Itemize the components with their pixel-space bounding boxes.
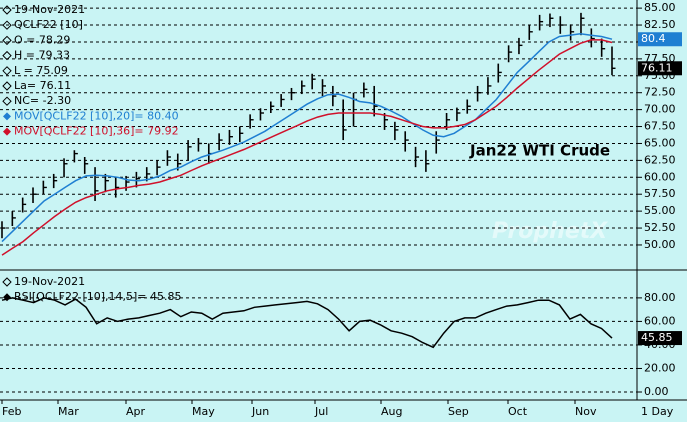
x-tick-label: Apr bbox=[126, 405, 146, 418]
x-tick-label: Jul bbox=[314, 405, 328, 418]
info-text: L = 75.09 bbox=[14, 64, 68, 77]
y-tick-label: 82.50 bbox=[644, 18, 676, 31]
legend-icon bbox=[2, 20, 12, 30]
y-tick-label: 20.00 bbox=[644, 361, 676, 374]
x-tick-label: Mar bbox=[58, 405, 79, 418]
y-tick-label: 70.00 bbox=[644, 103, 676, 116]
last-value-label: 76.11 bbox=[641, 61, 673, 74]
legend-icon bbox=[2, 66, 12, 76]
legend-label: MOV[QCLF22 [10],36]= 79.92 bbox=[14, 125, 179, 138]
legend-icon bbox=[3, 112, 11, 121]
y-tick-label: 60.00 bbox=[644, 170, 676, 183]
info-text: QCLF22 [10] bbox=[14, 18, 83, 31]
y-tick-label: 50.00 bbox=[644, 238, 676, 251]
last-value-box bbox=[638, 331, 682, 346]
y-tick-label: 57.50 bbox=[644, 187, 676, 200]
x-tick-label: Jun bbox=[251, 405, 269, 418]
legend-icon bbox=[2, 96, 12, 106]
x-tick-label: Nov bbox=[575, 405, 597, 418]
y-tick-label: 60.00 bbox=[644, 314, 676, 327]
legend-label: RSI[QCLF22 [10],14,5]= 45.85 bbox=[14, 290, 182, 303]
interval-label: 1 Day bbox=[641, 405, 674, 418]
x-tick-label: May bbox=[192, 405, 215, 418]
watermark: ProphetX bbox=[492, 219, 608, 244]
last-value-label: 45.85 bbox=[641, 331, 673, 344]
legend-icon bbox=[2, 81, 12, 91]
series-line bbox=[1, 33, 613, 243]
legend-label: MOV[QCLF22 [10],20]= 80.40 bbox=[14, 109, 179, 122]
y-tick-label: 85.00 bbox=[644, 1, 676, 14]
legend-icon bbox=[2, 5, 12, 15]
last-value-box bbox=[638, 32, 682, 47]
y-tick-label: 62.50 bbox=[644, 153, 676, 166]
y-tick-label: 0.00 bbox=[644, 385, 669, 398]
series-line bbox=[1, 297, 613, 349]
x-tick-label: Sep bbox=[448, 405, 469, 418]
last-value-box bbox=[638, 61, 682, 76]
y-tick-label: 67.50 bbox=[644, 120, 676, 133]
info-text: 19-Nov-2021 bbox=[14, 275, 85, 288]
info-text: NC= -2.30 bbox=[14, 94, 71, 107]
legend-icon bbox=[2, 35, 12, 46]
info-text: 19-Nov-2021 bbox=[14, 3, 85, 16]
y-tick-label: 65.00 bbox=[644, 136, 676, 149]
info-text: H = 79.33 bbox=[14, 49, 70, 62]
info-text: O = 78.29 bbox=[14, 33, 70, 46]
x-tick-label: Oct bbox=[508, 405, 528, 418]
y-tick-label: 80.00 bbox=[644, 291, 676, 304]
legend-icon bbox=[2, 50, 12, 61]
last-value-label: 80.4 bbox=[641, 32, 666, 45]
x-tick-label: Feb bbox=[2, 405, 21, 418]
annotation: Jan22 WTI Crude bbox=[469, 142, 610, 160]
y-tick-label: 72.50 bbox=[644, 86, 676, 99]
y-tick-label: 55.00 bbox=[644, 204, 676, 217]
x-tick-label: Aug bbox=[381, 405, 402, 418]
series-line bbox=[1, 39, 613, 256]
y-tick-label: 52.50 bbox=[644, 221, 676, 234]
legend-icon bbox=[3, 127, 11, 136]
legend-icon bbox=[2, 277, 12, 287]
info-text: La= 76.11 bbox=[14, 79, 71, 92]
